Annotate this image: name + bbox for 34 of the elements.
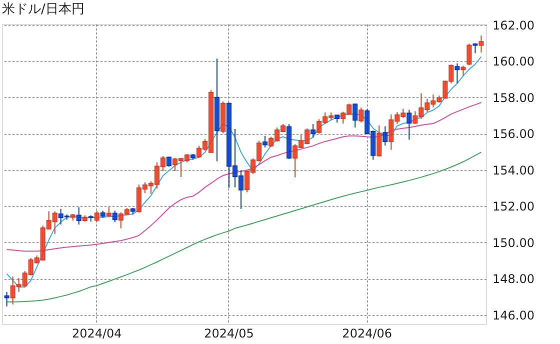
candlestick	[454, 62, 460, 84]
candlestick	[382, 126, 388, 146]
y-tick-label: 158.00	[492, 90, 534, 105]
y-tick-label: 150.00	[492, 236, 534, 250]
y-tick-label: 152.00	[492, 200, 534, 214]
candlestick	[466, 43, 472, 66]
x-tick-label: 2024/06	[342, 326, 392, 340]
candlestick	[112, 210, 118, 223]
candlestick	[472, 42, 478, 54]
y-tick-label: 146.00	[492, 308, 534, 322]
y-tick-label: 162.00	[492, 18, 534, 32]
candlestick	[460, 65, 466, 76]
candlestick	[4, 291, 10, 307]
line-series	[6, 152, 482, 302]
y-tick-label: 154.00	[492, 163, 534, 178]
y-tick-label: 148.00	[492, 272, 534, 286]
candlestick	[478, 35, 484, 53]
line-series	[6, 56, 482, 288]
candlestick	[406, 109, 412, 140]
candlestick	[94, 210, 100, 222]
candlestick	[376, 125, 382, 158]
y-tick-label: 160.00	[492, 54, 534, 69]
y-tick-label: 156.00	[492, 127, 534, 142]
chart-title: 米ドル/日本円	[2, 2, 84, 17]
x-tick-label: 2024/04	[72, 326, 122, 340]
x-tick-label: 2024/05	[204, 326, 254, 340]
candlestick	[262, 135, 268, 148]
candlestick	[310, 124, 316, 138]
line-series	[6, 102, 482, 252]
candlestick	[76, 206, 82, 225]
candlestick	[106, 206, 112, 218]
candlestick	[166, 156, 172, 168]
candlestick	[358, 107, 364, 123]
candlestick	[352, 103, 358, 128]
